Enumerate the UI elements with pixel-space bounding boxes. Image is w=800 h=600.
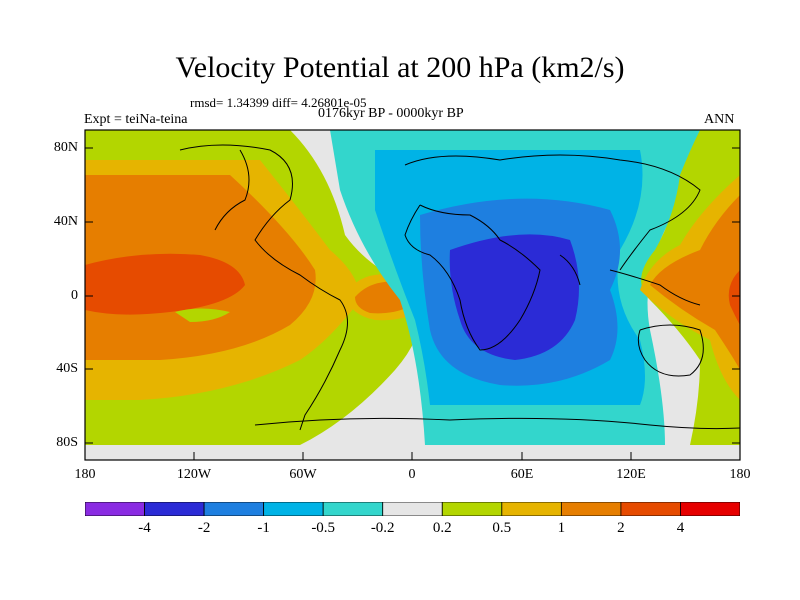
x-tick-marks [84,452,741,460]
colorbar-label: -4 [138,520,151,536]
colorbar [85,502,740,516]
colorbar-cell [144,502,205,516]
colorbar-label: 1 [557,520,566,536]
colorbar-cell [560,502,622,516]
colorbar-cell [203,502,265,516]
colorbar-label: 2 [617,520,625,536]
season-label: ANN [704,112,735,127]
y-tick-label: 40N [53,214,78,229]
y-tick-marks [85,147,740,444]
colorbar-label: 0.2 [432,520,452,536]
contour-wp-2 [728,270,740,325]
y-tick-label: 0 [71,288,78,303]
colorbar-label: -1 [257,520,270,536]
colorbar-label: 4 [676,520,685,536]
experiment-label: Expt = teiNa-teina [84,112,188,127]
stats-text: rmsd= 1.34399 diff= 4.26801e-05 [190,95,367,110]
colorbar-cell [620,502,681,516]
period-label: 0176kyr BP - 0000kyr BP [318,106,464,121]
contour-wp-1 [650,195,740,370]
colorbar-cell [322,502,384,516]
colorbar-cell [680,502,740,516]
x-tick-label: 60E [510,467,534,482]
x-tick-label: 60W [289,467,317,482]
page-title: Velocity Potential at 200 hPa (km2/s) [175,51,625,84]
contour-neg-2 [449,234,579,360]
contour-fields [85,130,740,460]
y-tick-label: 40S [56,361,78,376]
colorbar-cell [501,502,562,516]
colorbar-label: -0.2 [370,520,395,536]
contour-pos-min [175,308,230,322]
contour-pos-2 [85,253,245,315]
colorbar-label: 0.5 [492,520,512,536]
x-tick-label: 120W [176,467,212,482]
x-tick-label: 180 [74,467,96,482]
colorbar-cell [263,502,324,516]
colorbar-cell [382,502,443,516]
colorbar-label: -2 [197,520,211,536]
colorbar-cell [441,502,503,516]
colorbar-label: -0.5 [311,520,336,536]
y-tick-label: 80S [56,435,78,450]
x-tick-label: 120E [616,467,646,482]
colorbar-cell [85,502,145,516]
x-tick-label: 180 [729,467,751,482]
coastlines [179,144,740,431]
x-tick-label: 0 [408,467,416,482]
y-tick-label: 80N [53,140,78,155]
